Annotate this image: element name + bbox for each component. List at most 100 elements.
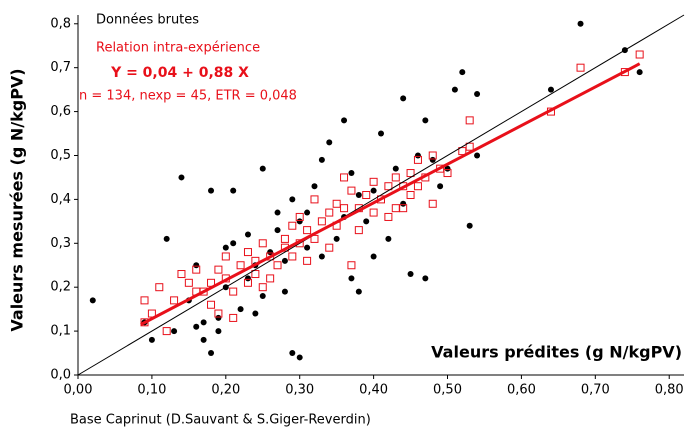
point xyxy=(207,300,216,309)
point xyxy=(281,288,288,295)
point xyxy=(170,296,179,305)
point xyxy=(400,95,407,102)
point xyxy=(236,261,245,270)
point xyxy=(171,328,178,335)
point xyxy=(347,261,356,270)
point xyxy=(289,196,296,203)
point xyxy=(422,275,429,282)
point xyxy=(407,271,414,278)
x-tick-label: 0,60 xyxy=(507,383,536,398)
point xyxy=(370,187,377,194)
point xyxy=(266,274,275,283)
legend-label: Données brutes xyxy=(96,13,199,28)
point xyxy=(326,139,333,146)
point xyxy=(428,199,437,208)
point xyxy=(148,336,155,343)
point xyxy=(208,187,215,194)
point xyxy=(140,296,149,305)
point xyxy=(280,234,289,243)
y-tick-label: 0,0 xyxy=(50,368,71,383)
x-tick-label: 0,80 xyxy=(655,383,684,398)
point xyxy=(354,226,363,235)
point xyxy=(274,227,281,234)
x-axis-label: Valeurs prédites (g N/kgPV) xyxy=(431,343,682,362)
point xyxy=(184,278,193,287)
point xyxy=(325,208,334,217)
point xyxy=(193,323,200,330)
point xyxy=(474,91,481,98)
point xyxy=(413,155,422,164)
point xyxy=(200,319,207,326)
point xyxy=(303,256,312,265)
point xyxy=(230,187,237,194)
point xyxy=(340,204,349,213)
point xyxy=(459,69,466,76)
point xyxy=(437,183,444,190)
y-tick-label: 0,4 xyxy=(50,192,71,207)
point xyxy=(363,218,370,225)
point xyxy=(636,69,643,76)
point xyxy=(333,235,340,242)
point xyxy=(466,222,473,229)
point xyxy=(244,275,251,282)
point xyxy=(273,261,282,270)
point xyxy=(89,297,96,304)
point xyxy=(422,117,429,124)
point xyxy=(274,209,281,216)
point xyxy=(252,310,259,317)
point xyxy=(259,292,266,299)
point xyxy=(325,243,334,252)
point xyxy=(413,182,422,191)
point xyxy=(635,50,644,59)
y-tick-label: 0,5 xyxy=(50,148,71,163)
x-tick-label: 0,40 xyxy=(359,383,388,398)
point xyxy=(288,221,297,230)
point xyxy=(399,204,408,213)
point xyxy=(384,182,393,191)
point xyxy=(391,173,400,182)
point xyxy=(577,20,584,27)
x-tick-label: 0,00 xyxy=(64,383,93,398)
x-tick-label: 0,70 xyxy=(581,383,610,398)
point xyxy=(215,328,222,335)
y-tick-label: 0,6 xyxy=(50,104,71,119)
point xyxy=(296,354,303,361)
point xyxy=(429,156,436,163)
point xyxy=(162,327,171,336)
point xyxy=(355,288,362,295)
point xyxy=(458,147,467,156)
point xyxy=(296,218,303,225)
point xyxy=(251,270,260,279)
point xyxy=(243,248,252,257)
point xyxy=(428,151,437,160)
point xyxy=(392,165,399,172)
point xyxy=(576,63,585,72)
point xyxy=(406,191,415,199)
point xyxy=(443,169,452,178)
point xyxy=(243,278,252,287)
point xyxy=(362,191,371,199)
x-tick-label: 0,30 xyxy=(285,383,314,398)
point xyxy=(208,350,215,357)
point xyxy=(406,169,415,178)
point xyxy=(414,152,421,159)
point xyxy=(451,86,458,93)
point xyxy=(200,336,207,343)
point xyxy=(304,209,311,216)
point xyxy=(444,165,451,172)
y-axis-label: Valeurs mesurées (g N/kgPV) xyxy=(8,68,27,331)
point xyxy=(214,265,223,274)
point xyxy=(348,275,355,282)
y-tick-label: 0,1 xyxy=(50,324,71,339)
y-tick-label: 0,7 xyxy=(50,60,71,75)
point xyxy=(193,262,200,269)
point xyxy=(332,199,341,208)
point xyxy=(229,313,238,322)
x-tick-label: 0,10 xyxy=(137,383,166,398)
point xyxy=(215,314,222,321)
point xyxy=(221,252,230,261)
line xyxy=(140,62,641,326)
point xyxy=(378,130,384,137)
point xyxy=(369,208,378,217)
point xyxy=(178,174,185,181)
